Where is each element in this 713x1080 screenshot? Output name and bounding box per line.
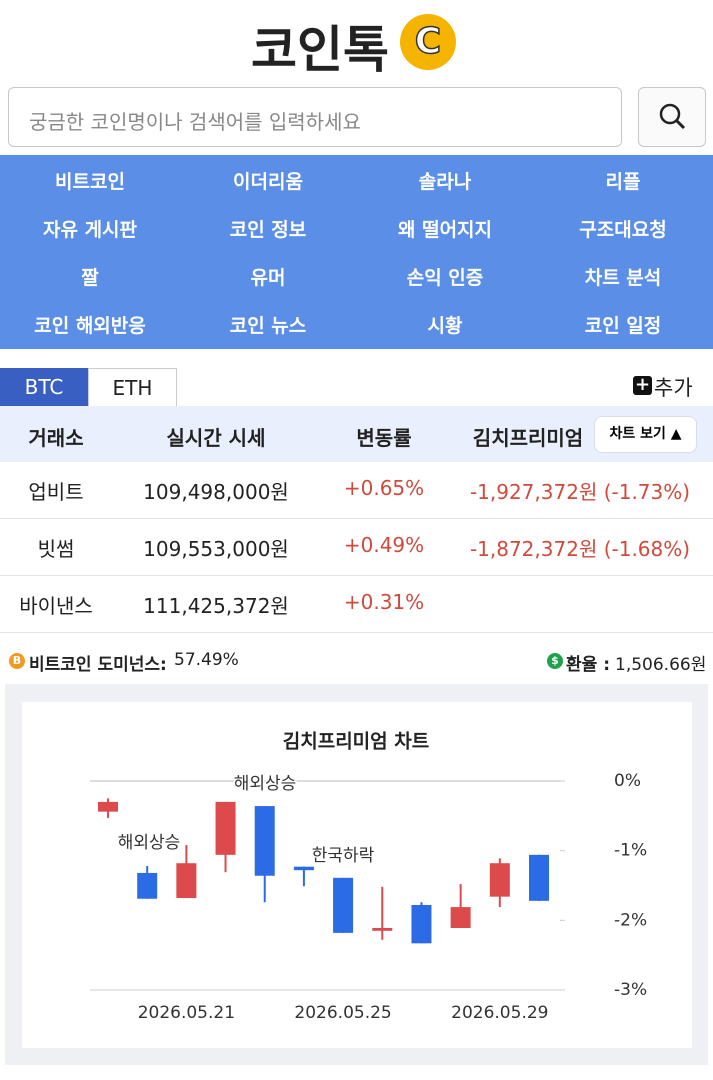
annotation: 해외상승: [118, 833, 181, 853]
table-cell: 109,498,000원: [143, 480, 289, 504]
nav-item[interactable]: 차트 분석: [584, 267, 662, 289]
nav-item[interactable]: 왜 떨어지지: [397, 219, 493, 241]
dollar-icon: $: [547, 653, 563, 669]
nav-item[interactable]: 코인 뉴스: [229, 315, 307, 337]
x-tick-label: 2026.05.25: [294, 1003, 391, 1023]
candle-body: [254, 806, 275, 876]
table-cell: 109,553,000원: [143, 537, 289, 561]
nav-item[interactable]: 구조대요청: [579, 219, 667, 241]
nav-item[interactable]: 코인 해외반응: [34, 315, 146, 337]
table-cell: 바이낸스: [19, 594, 93, 618]
nav-item[interactable]: 시황: [427, 315, 463, 337]
y-tick-label: -3%: [614, 980, 647, 1000]
logo-icon[interactable]: C: [400, 14, 456, 70]
nav-item[interactable]: 짤: [81, 267, 99, 289]
btc-icon: B: [9, 653, 25, 669]
column-header: 변동률: [356, 426, 412, 450]
chart: 김치프리미엄 차트 0% -1% -2% -3% 2026.05.21 2026.05.2…: [22, 702, 692, 1048]
tab[interactable]: ETH: [88, 368, 177, 406]
row-divider: [0, 632, 713, 633]
nav-item[interactable]: 이더리움: [233, 171, 303, 193]
logo[interactable]: 코인톡: [251, 21, 389, 79]
y-tick-label: -2%: [614, 910, 647, 930]
nav-item[interactable]: 비트코인: [55, 171, 125, 193]
column-header: 거래소: [28, 426, 84, 450]
nav-item[interactable]: 코인 일정: [584, 315, 662, 337]
chart-card: [22, 702, 692, 1048]
table-cell: -1,872,372원 (-1.68%): [469, 537, 691, 561]
chart-title: 김치프리미엄 차트: [283, 731, 429, 753]
rate-label: 환율 :: [566, 655, 610, 675]
row-divider: [0, 575, 713, 576]
table-cell: -1,927,372원 (-1.73%): [469, 480, 691, 504]
nav-item[interactable]: 리플: [605, 171, 641, 193]
nav-item[interactable]: 자유 게시판: [42, 219, 138, 241]
table-cell: 111,425,372원: [143, 594, 289, 618]
chart-toggle-button[interactable]: 차트 보기 ▲: [594, 416, 697, 453]
dominance-value: 57.49%: [174, 650, 239, 670]
candle-body: [529, 854, 549, 901]
search-box[interactable]: 궁금한 코인명이나 검색어를 입력하세요: [8, 87, 622, 147]
column-header: 실시간 시세: [166, 426, 266, 450]
row-divider: [0, 518, 713, 519]
annotation: 해외상승: [234, 774, 297, 794]
candle-body: [489, 863, 510, 897]
add-button[interactable]: 추가: [654, 376, 693, 400]
search-icon: [659, 103, 686, 130]
rate-value: 1,506.66원: [615, 655, 707, 675]
candle-body: [450, 907, 471, 928]
search-button[interactable]: [638, 87, 706, 147]
table-cell: 빗썸: [37, 537, 75, 561]
table-header: 차트 보기 ▲ 거래소 실시간 시세 변동률 김치프리미엄: [0, 406, 713, 462]
y-tick-label: -1%: [614, 841, 647, 861]
candle-body: [411, 905, 432, 944]
x-tick-label: 2026.05.29: [451, 1003, 548, 1023]
table-cell: +0.49%: [343, 533, 425, 557]
candle-body: [333, 877, 354, 933]
x-tick-label: 2026.05.21: [138, 1003, 235, 1023]
nav-item[interactable]: 솔라나: [418, 171, 472, 193]
nav-item[interactable]: 유머: [250, 267, 286, 289]
tab[interactable]: BTC: [0, 368, 88, 406]
candle-body: [215, 801, 236, 855]
table-cell: 업비트: [28, 480, 84, 504]
candle-body: [372, 927, 393, 931]
candle-body: [293, 866, 314, 871]
y-tick-label: 0%: [614, 771, 641, 791]
table-cell: +0.65%: [343, 476, 425, 500]
dominance-label: 비트코인 도미넌스:: [29, 655, 167, 675]
nav-item[interactable]: 코인 정보: [229, 219, 307, 241]
candle-body: [137, 872, 158, 899]
plus-icon: +: [633, 374, 652, 395]
annotation: 한국하락: [312, 846, 375, 866]
column-header: 김치프리미엄: [472, 426, 584, 450]
table-cell: +0.31%: [343, 590, 425, 614]
candle-body: [176, 863, 197, 899]
nav-item[interactable]: 손익 인증: [406, 267, 484, 289]
candle-body: [98, 801, 118, 812]
search-placeholder: 궁금한 코인명이나 검색어를 입력하세요: [29, 110, 361, 134]
